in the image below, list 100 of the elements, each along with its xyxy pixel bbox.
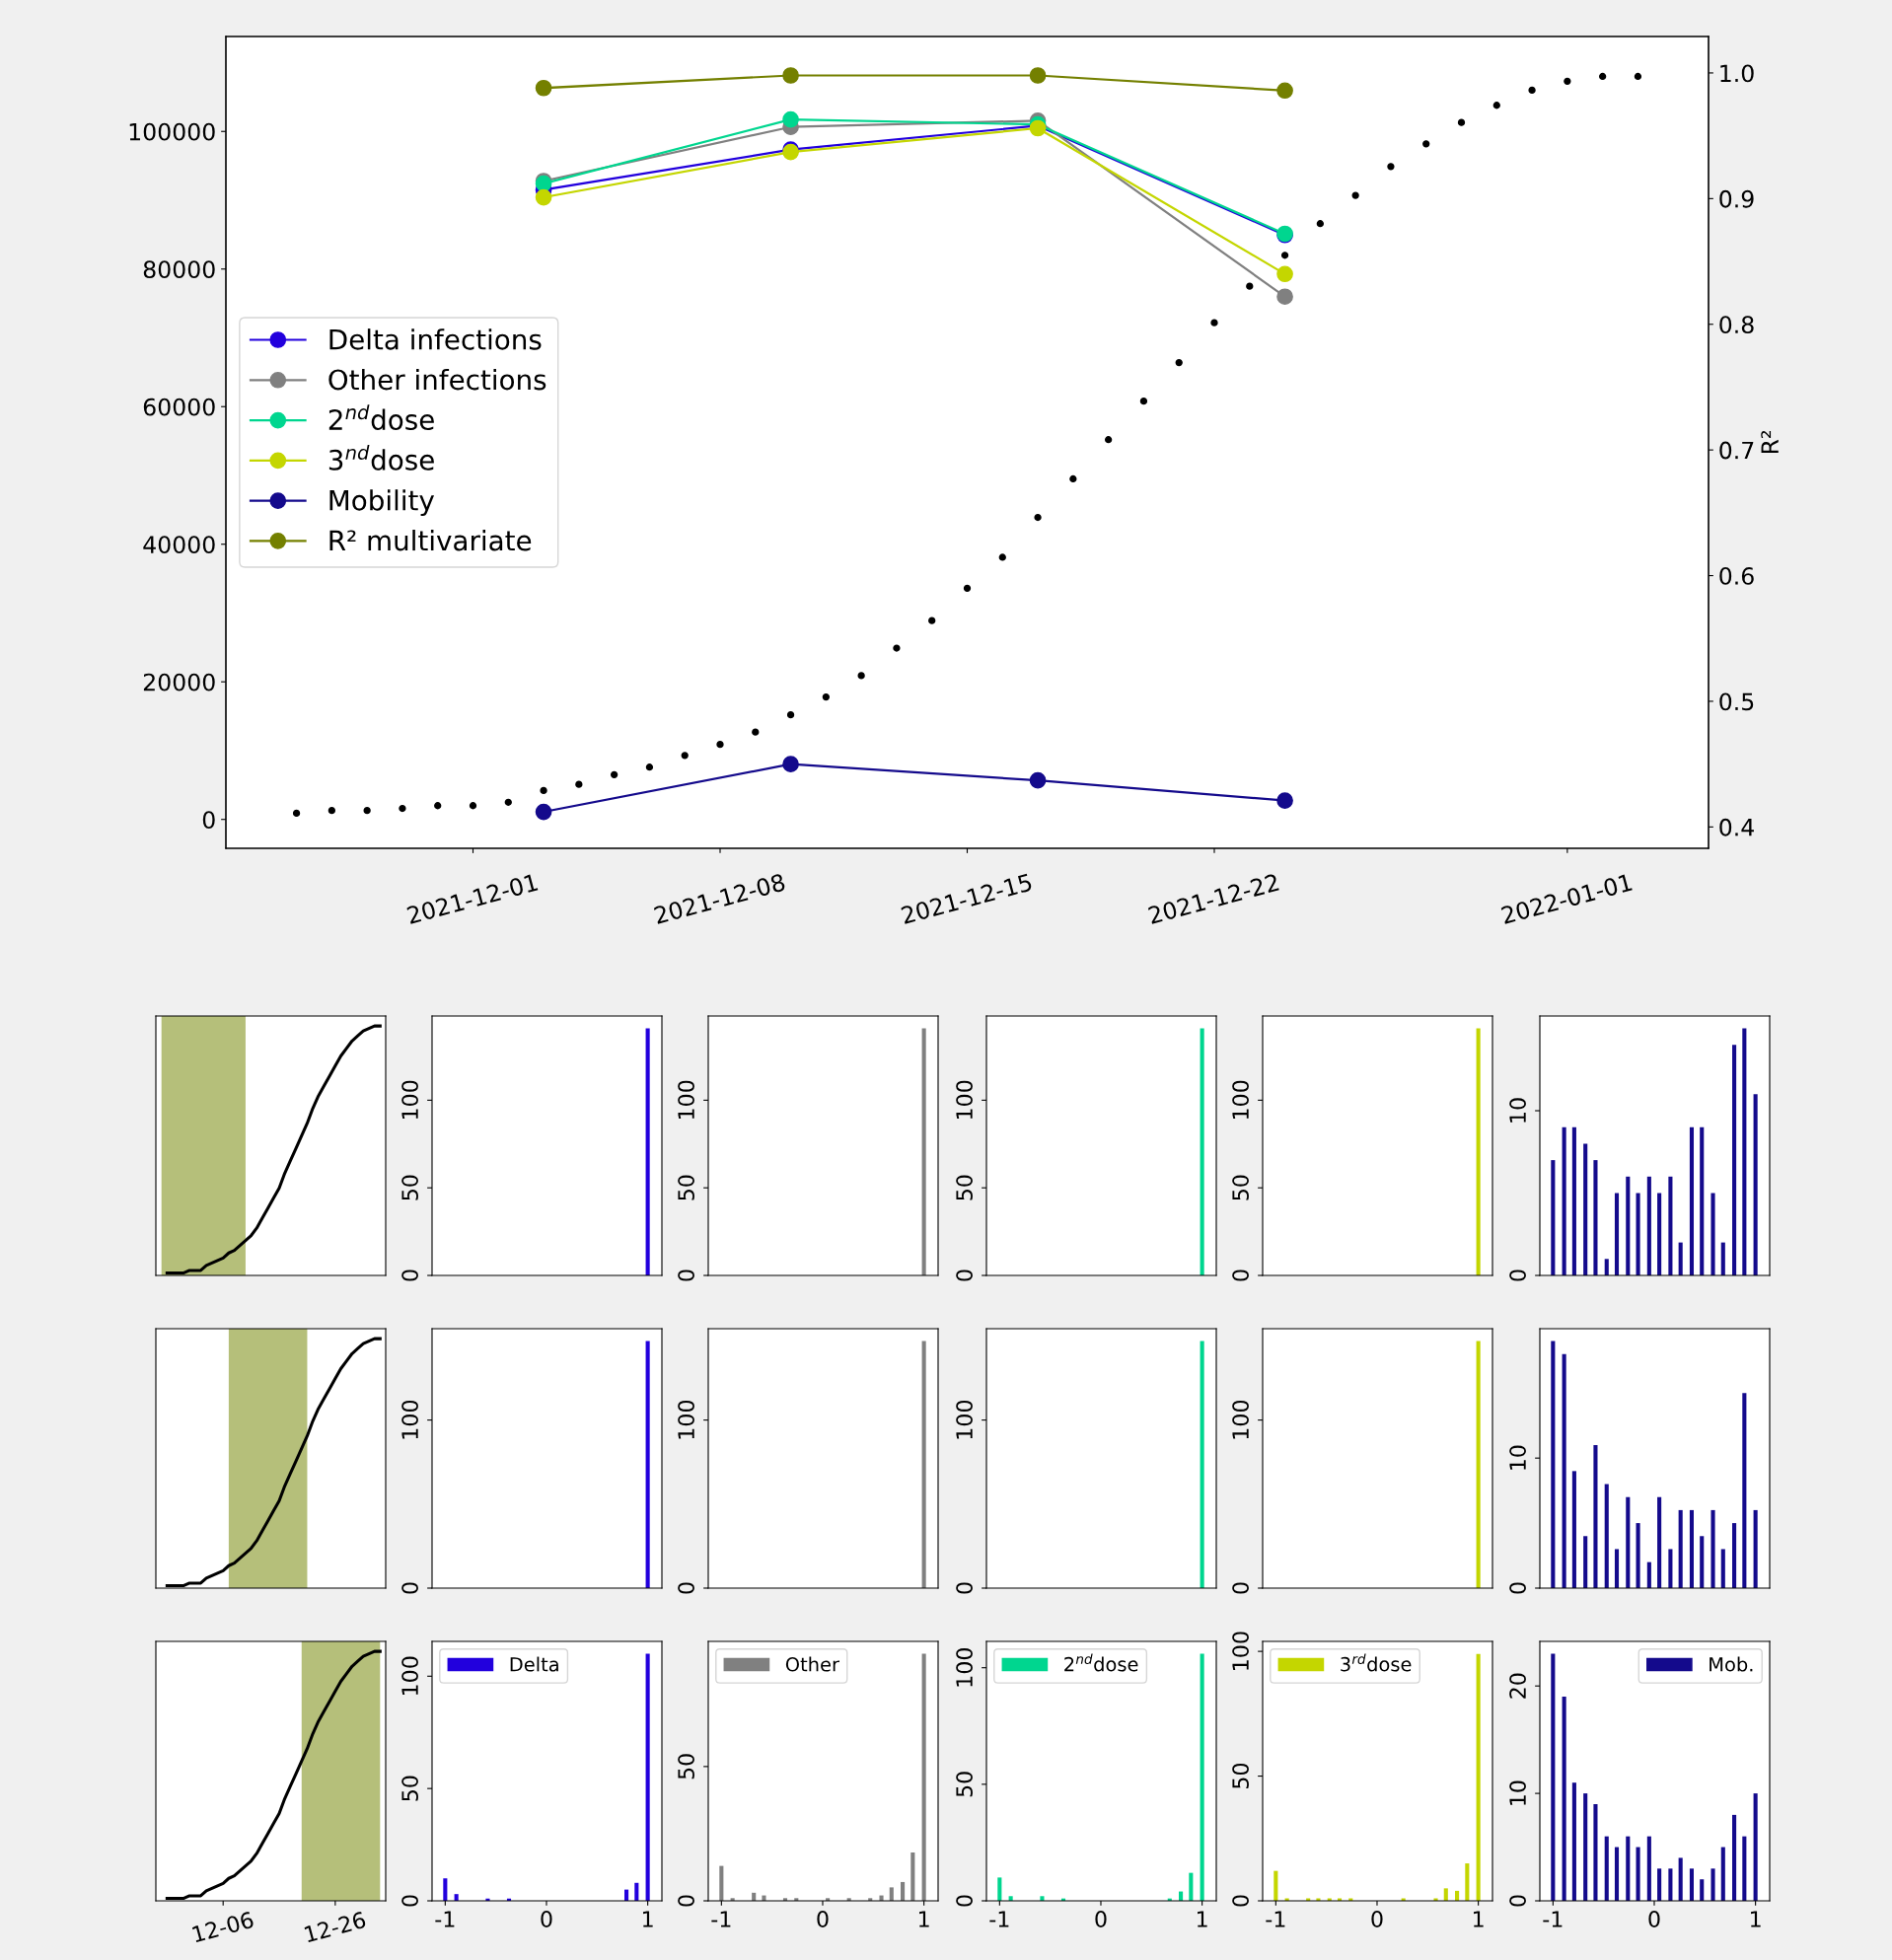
- y2-tick-label: 0.4: [1719, 818, 1754, 836]
- bar: [1636, 1193, 1640, 1275]
- bar: [1583, 1793, 1588, 1901]
- bar: [1316, 1898, 1321, 1901]
- bar: [1668, 1868, 1673, 1901]
- y-tick-label: 60000: [143, 398, 215, 416]
- y-tick-label: 50: [956, 1772, 973, 1797]
- point: [1276, 288, 1293, 306]
- bar: [1626, 1176, 1631, 1275]
- bar: [1604, 1484, 1609, 1588]
- point: [998, 553, 1006, 561]
- legend-label: Delta infections: [329, 328, 542, 350]
- bar: [1657, 1496, 1662, 1588]
- point: [782, 67, 799, 84]
- point: [1564, 77, 1571, 85]
- point: [1316, 220, 1324, 228]
- legend-label: R² multivariate: [329, 529, 532, 551]
- point: [327, 806, 335, 815]
- legend-label: 2$^{nd}$dose: [328, 404, 434, 431]
- bar: [645, 1653, 650, 1901]
- x-tick-label: -1: [711, 1911, 731, 1927]
- bar: [719, 1865, 724, 1901]
- y-tick-label: 50: [401, 1776, 418, 1801]
- point: [1280, 252, 1289, 259]
- bar: [1646, 1176, 1651, 1275]
- point: [681, 752, 689, 760]
- bar: [762, 1895, 766, 1901]
- y-tick-label: 100: [956, 1400, 973, 1439]
- legend-label: 2$^{nd}$dose: [1064, 1653, 1138, 1672]
- y2-tick-label: 0.6: [1719, 566, 1754, 585]
- bar: [910, 1851, 915, 1901]
- y2-tick-label: 0.9: [1719, 189, 1754, 208]
- y-tick-label: 0: [1509, 1582, 1526, 1594]
- bar: [1476, 1653, 1481, 1901]
- y-tick-label: 0: [1232, 1582, 1249, 1594]
- y-tick-label: 0: [1232, 1895, 1249, 1907]
- bar: [1626, 1836, 1631, 1901]
- x-tick-label: 0: [1648, 1911, 1660, 1927]
- x-tick-label: 0: [1371, 1911, 1383, 1927]
- point: [1276, 792, 1293, 809]
- bar: [1562, 1697, 1566, 1901]
- bar: [1465, 1863, 1470, 1901]
- bar: [1700, 1126, 1705, 1275]
- bar: [1636, 1523, 1640, 1588]
- bar: [901, 1881, 906, 1901]
- bar: [1742, 1028, 1747, 1275]
- bar: [1614, 1193, 1620, 1275]
- bar: [1753, 1793, 1758, 1901]
- y-tick-label: 10: [1509, 1780, 1526, 1805]
- point: [1246, 282, 1254, 290]
- bar: [1689, 1509, 1695, 1588]
- bar: [1551, 1653, 1556, 1901]
- bar: [1678, 1242, 1683, 1275]
- y-tick-label: 100: [678, 1400, 694, 1439]
- bar: [1200, 1653, 1204, 1901]
- y-tick-label: 0: [401, 1895, 418, 1907]
- bar: [889, 1887, 894, 1901]
- point: [822, 692, 830, 701]
- point: [575, 780, 583, 788]
- y-tick-label: 100: [401, 1080, 418, 1120]
- point: [1276, 82, 1293, 100]
- x-tick-label: 12-06: [191, 1911, 255, 1943]
- y-tick-label: 50: [401, 1175, 418, 1200]
- y-tick-label: 20: [1509, 1673, 1526, 1699]
- bar: [1571, 1471, 1576, 1588]
- y-tick-label: 0: [1232, 1270, 1249, 1281]
- point: [535, 79, 552, 97]
- bar: [1189, 1872, 1194, 1901]
- y2-tick-label: 0.8: [1719, 316, 1754, 334]
- point: [1351, 191, 1359, 199]
- point: [399, 804, 406, 813]
- bar: [443, 1878, 448, 1901]
- x-tick-label: -1: [1543, 1911, 1563, 1927]
- y-tick-label: 50: [678, 1754, 694, 1779]
- bar: [1626, 1496, 1631, 1588]
- bar: [1551, 1160, 1556, 1275]
- y-tick-label: 0: [678, 1270, 694, 1281]
- point: [540, 786, 547, 795]
- y-tick-label: 0: [401, 1270, 418, 1281]
- point: [1139, 398, 1148, 405]
- y-tick-label: 100: [401, 1656, 418, 1696]
- y-tick-label: 20000: [143, 673, 215, 691]
- bar: [1732, 1523, 1737, 1588]
- y-tick-label: 50: [1232, 1175, 1249, 1200]
- bar: [1646, 1561, 1651, 1588]
- y-tick-label: 0: [678, 1582, 694, 1594]
- point: [504, 798, 512, 806]
- point: [1276, 265, 1293, 283]
- legend-label: Mobility: [329, 489, 435, 517]
- bar: [1753, 1094, 1758, 1275]
- x-tick-label: 1: [643, 1911, 653, 1927]
- bar: [1720, 1847, 1725, 1901]
- bar: [1636, 1847, 1640, 1901]
- bar: [1668, 1176, 1673, 1275]
- x-tick-label: 1: [1751, 1911, 1761, 1927]
- point: [1598, 72, 1607, 81]
- point: [782, 110, 799, 128]
- point: [611, 770, 619, 779]
- point: [1034, 513, 1042, 522]
- y-tick-label: 0: [956, 1270, 973, 1281]
